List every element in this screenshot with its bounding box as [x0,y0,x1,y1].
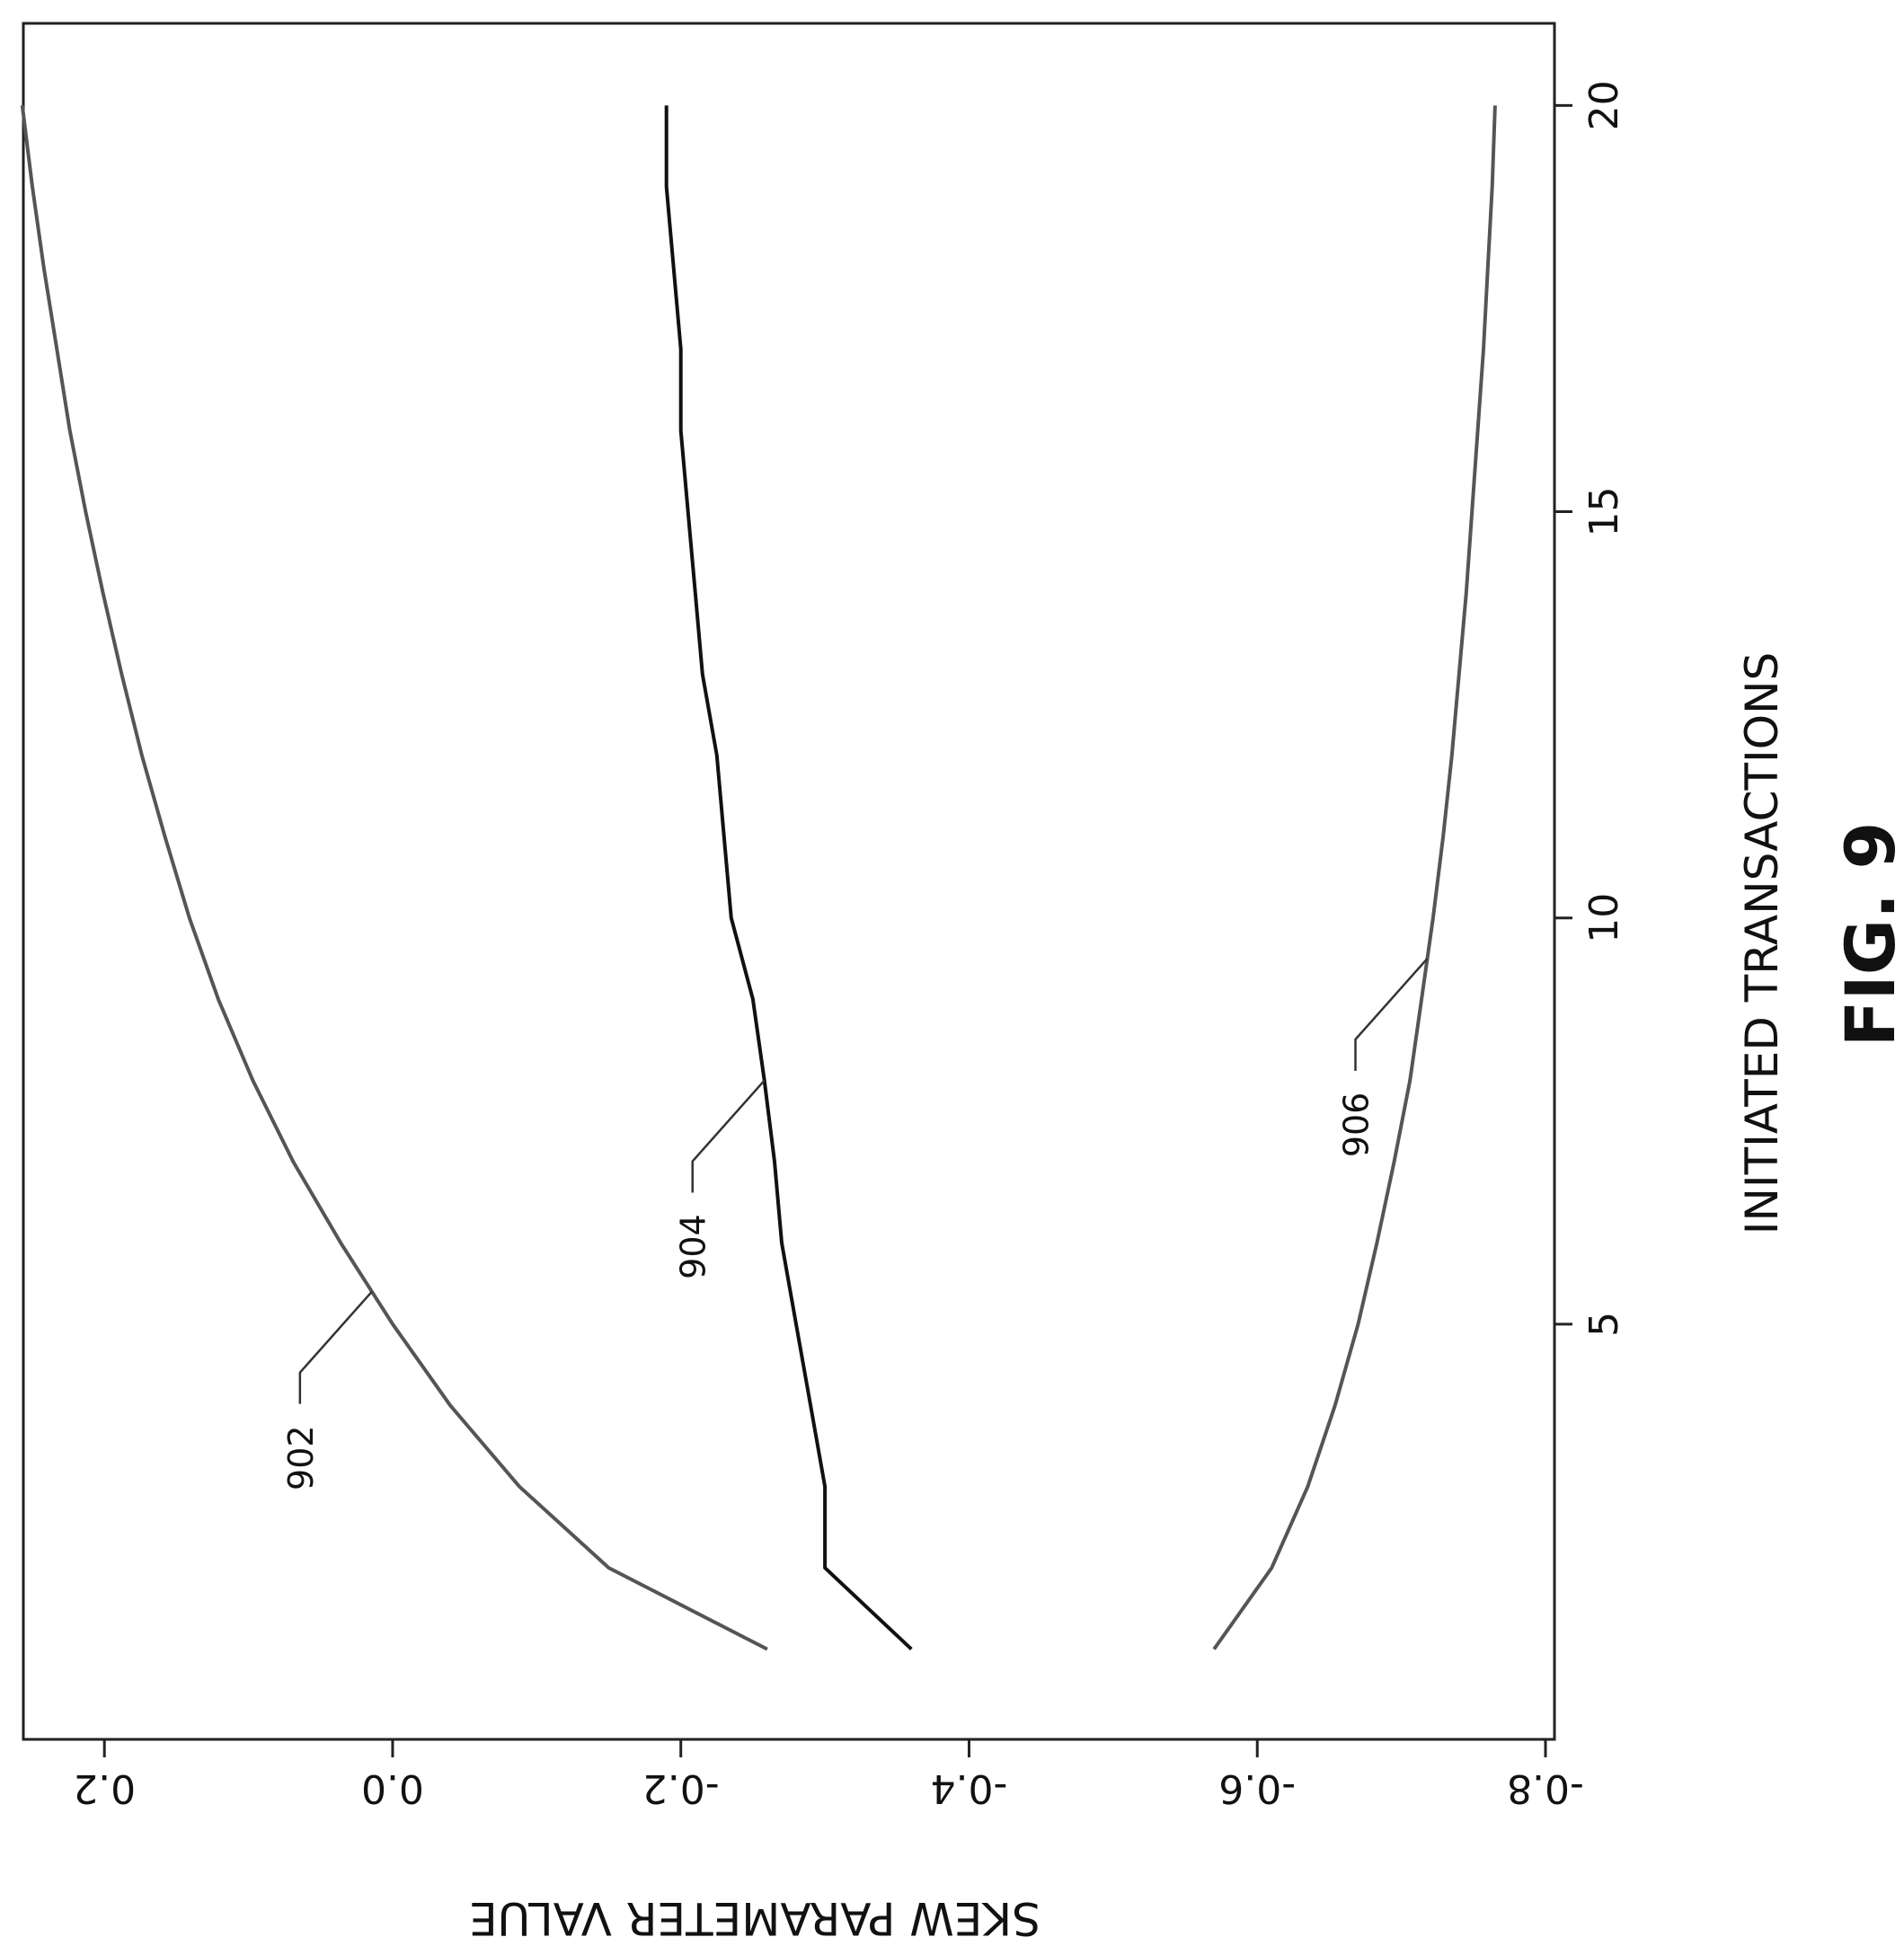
series-line-902 [20,105,768,1651]
plot-frame [22,22,1556,1741]
callout-leader-904 [691,1079,766,1193]
x-axis: 5 10 15 20 [1554,80,1627,1337]
y-tick-label: -0.2 [642,1765,720,1811]
callout-leader-906 [1354,958,1429,1071]
x-tick-label: 20 [1581,80,1627,130]
y-axis-title: SKEW PARAMETER VALUE [469,1892,1041,1944]
callout-layer: 902 904 906 [281,958,1429,1490]
x-axis-title: INITIATED TRANSACTIONS [1736,652,1788,1235]
y-tick-label: 0.2 [73,1765,136,1811]
series-layer [20,105,1497,1651]
series-line-906 [1212,105,1497,1650]
y-axis: -0.8 -0.6 -0.4 -0.2 0.0 0.2 [73,1739,1584,1811]
series-line-904 [664,105,913,1651]
y-tick-label: -0.4 [931,1765,1008,1811]
y-tick-label: -0.6 [1218,1765,1296,1811]
callout-leader-902 [298,1290,373,1404]
y-tick-label: 0.0 [361,1765,424,1811]
y-tick-label: -0.8 [1507,1765,1584,1811]
x-tick-label: 15 [1581,487,1627,537]
x-tick-label: 10 [1581,893,1627,943]
figure-label: FIG. 9 [1830,822,1904,1048]
callout-label-906: 906 [1336,1092,1376,1158]
x-tick-label: 5 [1581,1312,1627,1337]
callout-label-902: 902 [281,1425,321,1490]
callout-label-904: 904 [674,1214,713,1279]
